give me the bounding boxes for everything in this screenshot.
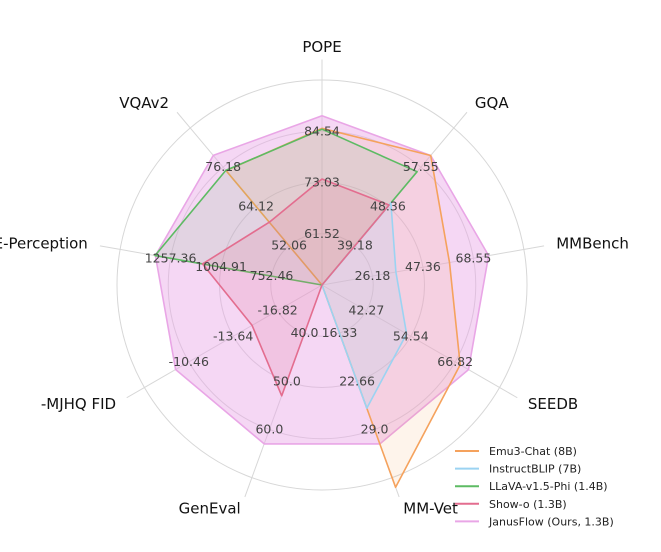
axis-label: GenEval: [179, 500, 241, 518]
tick-label: -16.82: [257, 303, 297, 318]
axis-label: MM-Vet: [403, 500, 458, 518]
axis-spoke: [321, 284, 518, 399]
tick-label: 22.66: [339, 373, 375, 388]
tick-label: 29.0: [361, 422, 389, 437]
legend-entry: Show-o (1.3B): [489, 498, 567, 511]
series-polygon-3: [201, 178, 390, 397]
tick-label: 48.36: [370, 199, 406, 214]
tick-label: 73.03: [304, 175, 340, 190]
axis-spoke: [126, 284, 323, 399]
tick-label: 84.54: [304, 123, 340, 138]
tick-label: 57.55: [403, 159, 439, 174]
axis-label: GQA: [475, 94, 509, 112]
tick-label: 16.33: [322, 325, 358, 340]
tick-label: 47.36: [405, 259, 441, 274]
tick-label: 54.54: [393, 328, 429, 343]
axis-label: MME-Perception: [0, 235, 88, 253]
axis-label: VQAv2: [119, 94, 169, 112]
tick-label: 60.0: [255, 422, 283, 437]
tick-label: -13.64: [213, 328, 253, 343]
tick-label: 68.55: [456, 250, 492, 265]
axis-label: SEEDB: [528, 395, 578, 413]
tick-label: -10.46: [169, 354, 209, 369]
tick-label: 39.18: [337, 238, 373, 253]
axis-labels: POPE GQA MMBench SEEDB MM-Vet GenEval -MJHQ FI…: [0, 38, 629, 517]
tick-labels: 61.52 73.03 84.54 39.18 48.36 57.55 26.18 47.36…: [145, 123, 492, 436]
tick-label: 76.18: [205, 159, 241, 174]
axis-label: MMBench: [556, 235, 629, 253]
legend-entry: InstructBLIP (7B): [489, 463, 581, 476]
tick-label: 52.06: [271, 238, 307, 253]
series-polygon-0: [225, 127, 462, 489]
legend-entry: JanusFlow (Ours, 1.3B): [488, 515, 614, 528]
tick-label: 66.82: [437, 354, 473, 369]
series-polygon-2: [154, 128, 418, 286]
tick-label: 1257.36: [145, 250, 197, 265]
tick-label: 61.52: [304, 226, 340, 241]
axis-spoke: [321, 245, 545, 286]
series-layer: [154, 115, 490, 489]
tick-label: 1004.91: [195, 259, 247, 274]
legend-entry: Emu3-Chat (8B): [489, 445, 577, 458]
tick-label: 26.18: [355, 268, 391, 283]
axis-label: -MJHQ FID: [41, 395, 116, 413]
tick-label: 64.12: [238, 199, 274, 214]
legend: Emu3-Chat (8B) InstructBLIP (7B) LLaVA-v1.…: [455, 445, 614, 528]
tick-label: 752.46: [250, 268, 294, 283]
tick-label: 40.0: [291, 325, 319, 340]
tick-label: 50.0: [273, 373, 301, 388]
axis-label: POPE: [302, 38, 341, 56]
series-polygon-4: [154, 115, 490, 445]
legend-entry: LLaVA-v1.5-Phi (1.4B): [489, 480, 608, 493]
tick-label: 42.27: [349, 303, 385, 318]
